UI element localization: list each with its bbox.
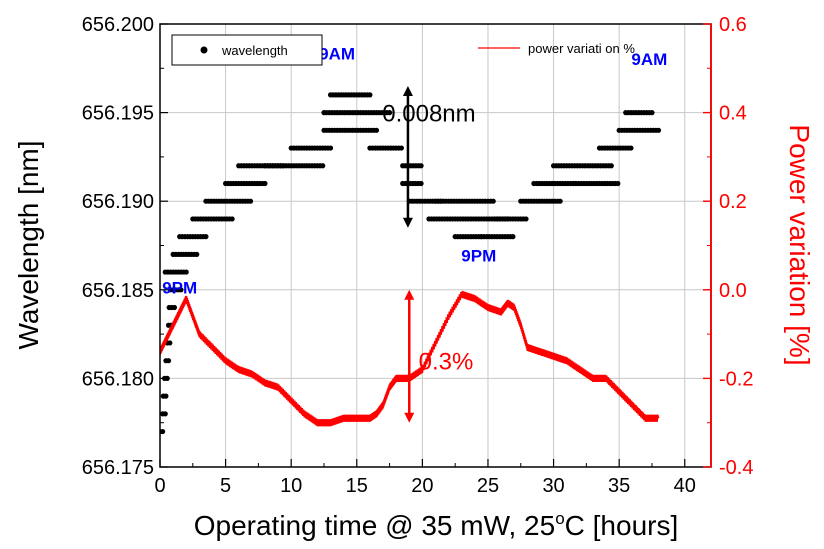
wavelength-point: [160, 428, 166, 435]
wavelength-point: [510, 234, 516, 240]
annotation-label: 9AM: [319, 44, 355, 63]
y-left-tick-label: 656.175: [82, 457, 154, 479]
wavelength-point: [167, 340, 173, 346]
wavelength-point: [163, 393, 169, 399]
y-left-tick-label: 656.200: [82, 14, 154, 36]
y-left-title: Wavelength [nm]: [13, 140, 44, 349]
x-tick-label: 30: [542, 475, 564, 497]
x-tick-label: 15: [346, 475, 368, 497]
x-tick-label: 25: [477, 475, 499, 497]
annotations: 9PM 9AM 9PM 9AM 0.008nm 0.3%: [162, 44, 667, 375]
wavelength-point: [418, 180, 424, 187]
wavelength-point: [178, 287, 184, 293]
legend-wavelength-label: wavelength: [221, 43, 288, 58]
power-variation-line: [160, 290, 660, 427]
x-axis-title-main: Operating time @ 35 mW, 25: [194, 510, 555, 541]
x-tick-label: 20: [411, 475, 433, 497]
wavelength-point: [373, 127, 380, 133]
wavelength-point: [203, 234, 209, 240]
annotation-label: 9PM: [461, 246, 496, 265]
wavelength-point: [523, 216, 529, 222]
range-arrow-head-up: [404, 289, 415, 300]
wavelength-point: [398, 145, 404, 151]
wavelength-point: [628, 145, 634, 151]
y-right-tick-label: 0.0: [719, 280, 747, 302]
wavelength-point: [649, 110, 655, 116]
wavelength-point: [247, 198, 254, 204]
y-right-tick-label: 0.2: [719, 191, 747, 213]
x-axis-title: Operating time @ 35 mW, 25oC [hours]: [194, 509, 679, 541]
wavelength-point: [557, 198, 563, 204]
y-right-tick-label: 0.4: [719, 103, 747, 125]
x-tick-label: 35: [608, 475, 630, 497]
y-right-tick-label: -0.4: [719, 457, 753, 479]
legend: wavelength power variati on %: [171, 34, 635, 66]
y-left-tick-label: 656.185: [82, 280, 154, 302]
wavelength-point: [262, 180, 268, 187]
y-left-tick-label: 656.190: [82, 191, 154, 213]
wavelength-point: [655, 127, 662, 133]
annotation-label: 0.3%: [419, 349, 474, 376]
range-arrow-head-up: [402, 86, 413, 97]
annotation-label: 0.008nm: [382, 100, 475, 127]
x-tick-label: 5: [220, 475, 231, 497]
range-arrows: [402, 86, 415, 423]
x-tick-label: 40: [674, 475, 696, 497]
y-right-title: Power variation [%]: [784, 124, 815, 365]
x-axis-title-unit: C [hours]: [565, 510, 679, 541]
x-tick-label: 0: [154, 475, 165, 497]
wavelength-point: [194, 251, 200, 257]
wavelength-point: [320, 163, 326, 169]
y-right-tick-label: 0.6: [719, 14, 747, 36]
legend-wavelength-marker: [200, 46, 208, 54]
legend-power-label: power variati on %: [528, 41, 635, 56]
wavelength-point: [386, 110, 393, 116]
axes: 0 5 10 15 20 25 30 35 40 656.175 656.180 656.185 656…: [82, 14, 754, 497]
wavelength-point: [165, 358, 172, 364]
y-left-tick-label: 656.195: [82, 103, 154, 125]
annotation-label: 9AM: [631, 50, 667, 69]
range-arrow-head-down: [404, 412, 415, 423]
data-layer: [160, 92, 662, 435]
wavelength-point: [229, 216, 235, 222]
wavelength-point: [162, 411, 168, 417]
wavelength-point: [367, 92, 373, 98]
wavelength-point: [490, 198, 496, 204]
x-tick-label: 10: [280, 475, 302, 497]
y-right-tick-label: -0.2: [719, 368, 753, 390]
annotation-label: 9PM: [162, 278, 197, 297]
wavelength-point: [183, 269, 189, 275]
legend-box: [171, 34, 323, 66]
wavelength-point: [171, 304, 178, 311]
wavelength-point: [327, 145, 334, 151]
wavelength-point: [418, 163, 424, 169]
y-left-tick-label: 656.180: [82, 368, 154, 390]
range-arrow-head-down: [402, 217, 413, 228]
wavelength-point: [608, 163, 614, 169]
x-axis-title-degree: o: [555, 509, 564, 528]
wavelength-point: [615, 180, 621, 187]
